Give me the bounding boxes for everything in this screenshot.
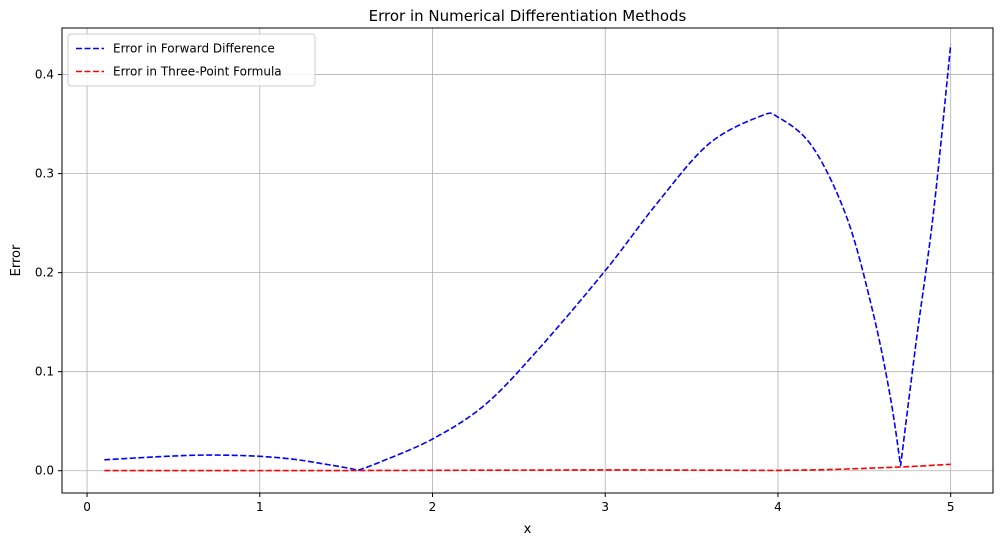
y-axis-label: Error bbox=[9, 244, 24, 276]
x-axis-label: x bbox=[524, 522, 532, 537]
x-tick-label: 4 bbox=[774, 500, 782, 514]
series-layer bbox=[104, 44, 952, 472]
y-tick-label: 0.1 bbox=[35, 365, 54, 379]
x-tick-label: 1 bbox=[256, 500, 264, 514]
legend-label-forward-difference: Error in Forward Difference bbox=[113, 42, 275, 56]
grid bbox=[62, 28, 993, 493]
x-tick-label: 3 bbox=[601, 500, 609, 514]
ticks: 0 1 2 3 4 5 0.0 0.1 0.2 0.3 0.4 bbox=[35, 68, 955, 514]
y-tick-label: 0.0 bbox=[35, 464, 54, 478]
plot-frame bbox=[61, 27, 994, 494]
x-tick-label: 5 bbox=[947, 500, 955, 514]
chart-title: Error in Numerical Differentiation Metho… bbox=[369, 7, 687, 25]
y-tick-label: 0.3 bbox=[35, 167, 54, 181]
legend-label-three-point: Error in Three-Point Formula bbox=[113, 65, 282, 79]
series-line-forward-difference bbox=[104, 44, 952, 472]
y-tick-label: 0.2 bbox=[35, 266, 54, 280]
y-tick-label: 0.4 bbox=[35, 68, 54, 82]
legend: Error in Forward Difference Error in Thr… bbox=[67, 33, 316, 87]
legend-box bbox=[67, 33, 316, 87]
series-line-three-point bbox=[104, 463, 951, 472]
x-tick-label: 0 bbox=[83, 500, 91, 514]
x-tick-label: 2 bbox=[429, 500, 437, 514]
plot-area-background bbox=[62, 28, 993, 493]
